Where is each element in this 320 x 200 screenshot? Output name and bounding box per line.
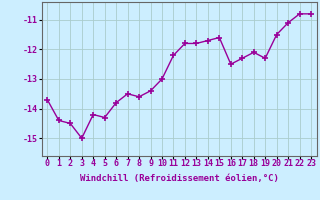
- X-axis label: Windchill (Refroidissement éolien,°C): Windchill (Refroidissement éolien,°C): [80, 174, 279, 183]
